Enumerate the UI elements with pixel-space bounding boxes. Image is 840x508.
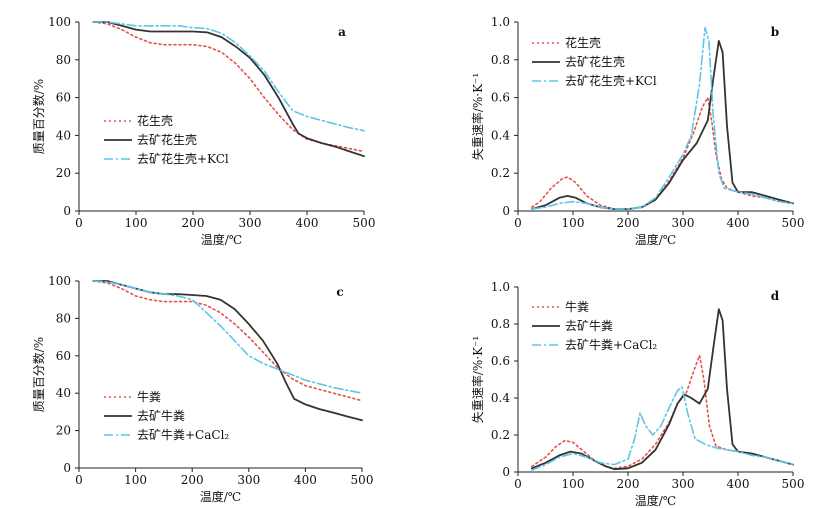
y-axis-title: 失重速率/%·K⁻¹ <box>470 336 485 423</box>
x-axis-title: 温度/℃ <box>635 232 676 247</box>
panel-c: 0 100 200 300 400 500 0 20 40 60 80 100 温度/℃ 质量百分数/% c… <box>31 274 373 504</box>
x-tick-label: 100 <box>124 473 147 487</box>
y-tick-label: 0.8 <box>491 317 510 331</box>
x-tick-label: 0 <box>75 216 83 230</box>
panel-label: c <box>336 285 343 299</box>
series-line-2 <box>92 21 365 158</box>
y-tick-label: 60 <box>56 91 71 105</box>
y-tick-label: 0.4 <box>491 128 510 142</box>
panel-label: b <box>771 25 779 39</box>
x-tick-label: 0 <box>514 477 522 491</box>
y-tick-label: 0 <box>502 204 510 218</box>
legend-label-2: 去矿牛粪 <box>137 408 185 423</box>
y-tick-label: 60 <box>56 349 71 363</box>
legend-label-3: 去矿花生壳+KCl <box>137 151 229 166</box>
x-axis-title: 温度/℃ <box>200 489 241 504</box>
legend-label-1: 花生壳 <box>565 35 601 50</box>
x-tick-label: 400 <box>727 477 750 491</box>
series-line-1 <box>92 280 363 402</box>
x-tick-label: 0 <box>514 216 522 230</box>
legend-label-3: 去矿牛粪+CaCl₂ <box>137 427 229 442</box>
legend-label-1: 牛粪 <box>565 299 589 314</box>
y-axis-title: 失重速率/%·K⁻¹ <box>470 73 485 160</box>
y-tick-label: 1.0 <box>491 280 510 294</box>
y-tick-label: 0.8 <box>491 53 510 67</box>
y-tick-label: 0 <box>63 204 71 218</box>
y-tick-label: 0.2 <box>491 166 510 180</box>
series-line-2 <box>92 280 363 422</box>
x-tick-label: 100 <box>125 216 148 230</box>
x-tick-label: 100 <box>562 477 585 491</box>
legend-label-3: 去矿花生壳+KCl <box>565 73 657 88</box>
y-tick-label: 0.6 <box>491 91 510 105</box>
y-tick-label: 40 <box>56 386 71 400</box>
x-axis-title: 温度/℃ <box>201 232 242 247</box>
series-line-3 <box>92 280 363 394</box>
y-axis-title: 质量百分数/% <box>31 337 46 412</box>
series-line-3 <box>531 26 794 210</box>
x-tick-label: 400 <box>727 216 750 230</box>
series-line-3 <box>92 21 365 132</box>
x-tick-label: 300 <box>672 216 695 230</box>
x-tick-label: 100 <box>562 216 585 230</box>
panel-b: 0 100 200 300 400 500 0 0.2 0.4 0.6 0.8 1.0 温度/℃ 失重速率… <box>470 15 804 247</box>
y-axis-title: 质量百分数/% <box>31 79 46 154</box>
y-tick-label: 20 <box>56 424 71 438</box>
legend-label-1: 牛粪 <box>137 389 161 404</box>
series-line-2 <box>530 308 794 471</box>
panel-a: 0 100 200 300 400 500 0 20 40 60 80 100 温度/℃ 质量百分数/% a… <box>31 15 375 247</box>
y-tick-label: 0 <box>502 465 510 479</box>
x-tick-label: 500 <box>782 216 805 230</box>
y-tick-label: 100 <box>48 274 71 288</box>
y-tick-label: 1.0 <box>491 15 510 29</box>
x-tick-label: 200 <box>617 477 640 491</box>
x-tick-label: 200 <box>182 216 205 230</box>
legend-label-1: 花生壳 <box>137 113 173 128</box>
y-tick-label: 0 <box>63 461 71 475</box>
legend-label-2: 去矿花生壳 <box>565 54 625 69</box>
x-tick-label: 400 <box>296 216 319 230</box>
panel-d: 0 100 200 300 400 500 0 0.2 0.4 0.6 0.8 1.0 温度/℃ 失重速率… <box>470 280 804 508</box>
legend-label-2: 去矿花生壳 <box>137 132 197 147</box>
panel-label: a <box>338 25 346 39</box>
x-tick-label: 400 <box>294 473 317 487</box>
panel-label: d <box>771 289 780 303</box>
y-tick-label: 100 <box>48 15 71 29</box>
x-tick-label: 300 <box>672 477 695 491</box>
y-tick-label: 40 <box>56 128 71 142</box>
y-tick-label: 80 <box>56 53 71 67</box>
x-tick-label: 500 <box>351 473 374 487</box>
y-tick-label: 0.6 <box>491 354 510 368</box>
x-tick-label: 200 <box>617 216 640 230</box>
x-tick-label: 200 <box>181 473 204 487</box>
y-tick-label: 80 <box>56 311 71 325</box>
x-tick-label: 500 <box>353 216 376 230</box>
series-line-3 <box>531 386 794 471</box>
y-tick-label: 0.4 <box>491 391 510 405</box>
x-tick-label: 300 <box>237 473 260 487</box>
y-tick-label: 20 <box>56 166 71 180</box>
x-tick-label: 500 <box>782 477 805 491</box>
legend-label-3: 去矿牛粪+CaCl₂ <box>565 337 657 352</box>
x-axis-title: 温度/℃ <box>635 493 676 508</box>
y-tick-label: 0.2 <box>491 428 510 442</box>
legend-label-2: 去矿牛粪 <box>565 318 613 333</box>
x-tick-label: 300 <box>239 216 262 230</box>
x-tick-label: 0 <box>75 473 83 487</box>
